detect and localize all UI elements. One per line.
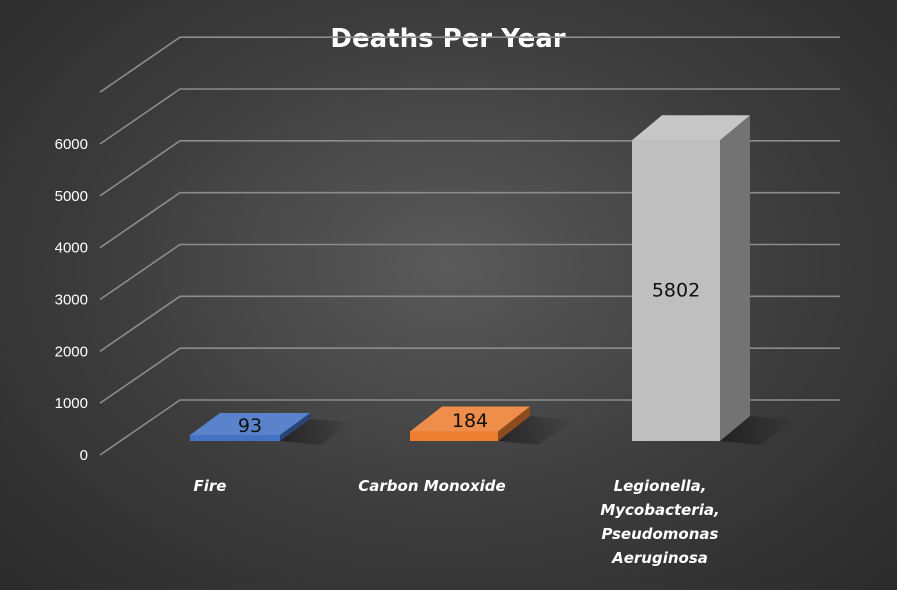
bar-front (410, 431, 498, 441)
y-tick-label: 4000 (55, 240, 88, 257)
bar-shadow (720, 416, 795, 445)
data-label: 5802 (652, 280, 700, 302)
y-tick-label: 5000 (55, 188, 88, 205)
gridline (99, 295, 840, 352)
gridline (99, 347, 840, 404)
bar-top (410, 406, 530, 432)
x-category-label: Carbon Monoxide (358, 477, 505, 495)
gridline (99, 88, 840, 145)
y-tick-label: 2000 (55, 343, 88, 360)
bars: 93 184 5802 (190, 115, 795, 445)
y-tick-label: 3000 (55, 292, 88, 309)
bar-front (632, 140, 720, 441)
x-category-label: Legionella, Mycobacteria, Pseudomonas Aerug… (600, 477, 719, 567)
bar: 93 (190, 413, 355, 445)
x-axis-labels: Fire Carbon Monoxide Legionella, Mycobacter… (194, 477, 720, 567)
gridline (99, 36, 840, 93)
gridlines (99, 36, 840, 456)
gridline (99, 140, 840, 197)
x-category-label: Fire (194, 477, 227, 495)
bar: 5802 (632, 115, 795, 445)
bar-top (632, 115, 750, 141)
y-tick-label: 6000 (55, 136, 88, 153)
bar-side (280, 413, 310, 441)
gridline (99, 243, 840, 301)
gridline (99, 191, 840, 249)
y-axis-ticks: 0 1000 2000 3000 4000 5000 6000 (55, 136, 88, 464)
bar-top (190, 413, 310, 435)
bar-side (720, 115, 750, 441)
data-label: 93 (238, 415, 262, 437)
gridline (99, 399, 840, 456)
bar-side (498, 406, 530, 441)
bar-front (190, 435, 280, 441)
bar-shadow (280, 419, 355, 445)
chart-title: Deaths Per Year (330, 24, 565, 54)
y-tick-label: 1000 (55, 395, 88, 412)
bar-shadow (498, 416, 575, 445)
data-label: 184 (452, 410, 488, 432)
bar: 184 (410, 406, 575, 445)
y-tick-label: 0 (80, 447, 88, 464)
